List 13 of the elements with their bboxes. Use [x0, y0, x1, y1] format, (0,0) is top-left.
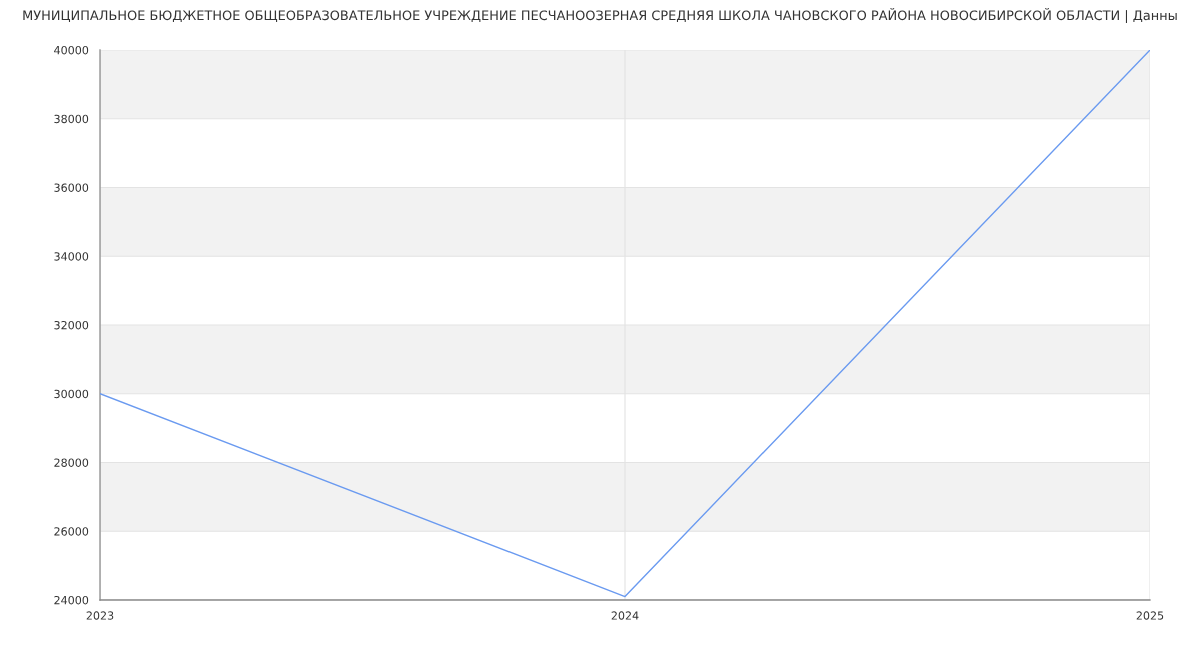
y-tick-label: 40000 [54, 45, 89, 55]
y-tick-label: 28000 [54, 458, 89, 467]
y-tick-label: 30000 [54, 389, 89, 399]
y-tick-label: 38000 [54, 114, 89, 124]
y-tick-label: 24000 [54, 595, 89, 605]
y-tick-label: 26000 [54, 527, 89, 536]
y-tick-label: 34000 [54, 252, 89, 261]
chart-title: МУНИЦИПАЛЬНОЕ БЮДЖЕТНОЕ ОБЩЕОБРАЗОВАТЕЛЬНОЕ УЧРЕЖДЕНИЕ ПЕСЧАНООЗЕРНАЯ СРЕДНЯЯ ШКОЛА ЧАНОВСКОГО РАЙОНА НОВОСИБИРСКОЙ ОБЛАСТИ | Данны [23, 8, 1177, 24]
x-tick-label: 2025 [1136, 611, 1164, 620]
x-tick-label: 2024 [611, 611, 639, 620]
y-tick-label: 32000 [54, 320, 89, 330]
x-tick-label: 2023 [86, 611, 114, 620]
y-tick-label: 36000 [54, 183, 89, 192]
